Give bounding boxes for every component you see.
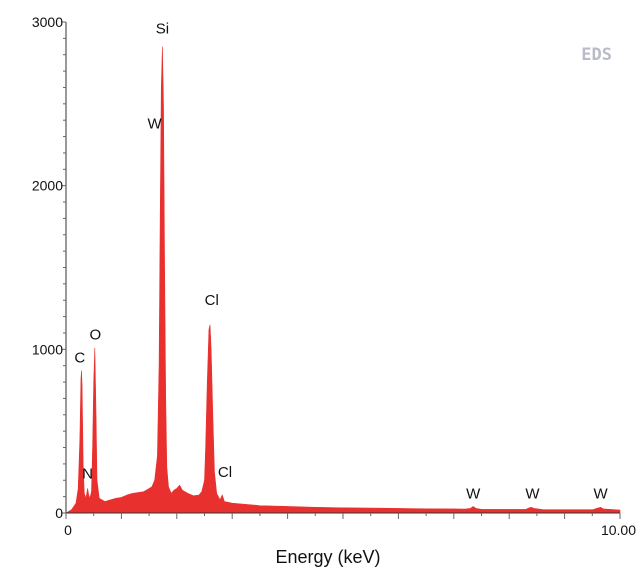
peak-labels: Si W Cl Cl CO N W W W <box>74 20 608 502</box>
axes <box>65 22 620 514</box>
axis-ticks: 0 1000 2000 3000 0 10.00 <box>32 14 636 538</box>
plot-area <box>64 46 621 514</box>
peak-label-cl: Cl <box>218 464 232 481</box>
y-tick-label: 3000 <box>32 14 63 30</box>
y-tick-label: 1000 <box>32 341 63 357</box>
peak-label-n: N <box>82 466 93 483</box>
peak-label-w: W <box>594 485 609 502</box>
x-axis-title: Energy (keV) <box>275 547 380 567</box>
y-tick-label: 2000 <box>32 178 63 194</box>
peak-label-o: O <box>90 327 102 344</box>
x-tick-label: 0 <box>64 522 72 538</box>
peak-label-w: W <box>148 115 163 132</box>
peak-label-si: Si <box>156 20 169 37</box>
y-tick-label: 0 <box>55 505 63 521</box>
peak-label-c: C <box>74 349 85 366</box>
peak-label-cl: Cl <box>205 292 219 309</box>
spectrum-area-0 <box>64 46 621 514</box>
peak-label-w: W <box>525 485 540 502</box>
x-tick-label: 10.00 <box>601 522 636 538</box>
peak-label-w: W <box>466 485 481 502</box>
corner-tag: EDS <box>581 45 612 65</box>
